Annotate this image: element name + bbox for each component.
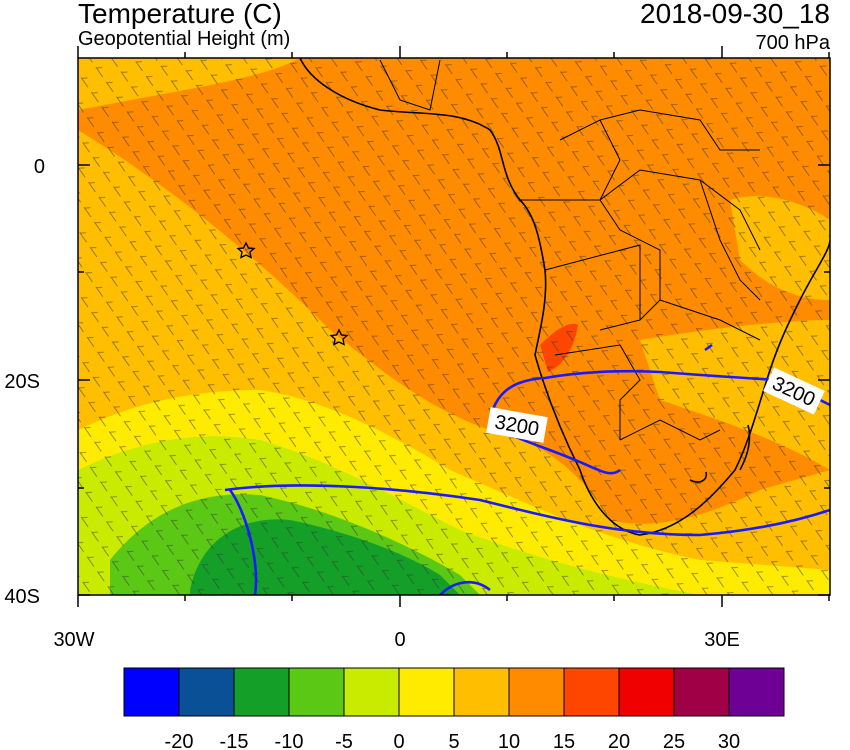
colorbar-label: 25 bbox=[663, 731, 685, 750]
colorbar-swatch bbox=[618, 667, 675, 717]
colorbar-label: 20 bbox=[608, 731, 630, 750]
map-subtitle: Geopotential Height (m) bbox=[78, 28, 291, 50]
map-frame bbox=[77, 57, 831, 596]
colorbar-label: -15 bbox=[220, 731, 249, 750]
axis-ticks bbox=[77, 46, 830, 607]
lon-label-30w: 30W bbox=[53, 629, 94, 651]
star-icon bbox=[329, 328, 349, 346]
lon-label-0: 0 bbox=[394, 629, 405, 651]
colorbar-swatch bbox=[398, 667, 455, 717]
colorbar-label: 30 bbox=[718, 731, 740, 750]
country-borders bbox=[379, 59, 761, 441]
map-datetime: 2018-09-30_18 bbox=[640, 0, 830, 29]
colorbar-swatch bbox=[288, 667, 345, 717]
colorbar-swatch bbox=[673, 667, 730, 717]
colorbar-label: -10 bbox=[275, 731, 304, 750]
lat-label-0: 0 bbox=[34, 156, 45, 178]
station-marker-2 bbox=[329, 328, 349, 346]
colorbar-swatch bbox=[563, 667, 620, 717]
colorbar-swatch bbox=[508, 667, 565, 717]
colorbar-swatch bbox=[728, 667, 785, 717]
temperature-field bbox=[78, 58, 830, 595]
colorbar-label: 10 bbox=[498, 731, 520, 750]
pressure-level: 700 hPa bbox=[755, 32, 830, 54]
lat-label-40s: 40S bbox=[4, 586, 40, 608]
colorbar-label: -20 bbox=[165, 731, 194, 750]
map-title: Temperature (C) bbox=[78, 0, 282, 29]
colorbar-label: 0 bbox=[393, 731, 404, 750]
lon-label-30e: 30E bbox=[704, 629, 740, 651]
station-marker-1 bbox=[236, 241, 256, 259]
colorbar-swatch bbox=[343, 667, 400, 717]
colorbar-label: 5 bbox=[448, 731, 459, 750]
colorbar bbox=[123, 667, 785, 717]
colorbar-label: -5 bbox=[335, 731, 353, 750]
star-icon bbox=[236, 241, 256, 259]
coastline bbox=[299, 58, 830, 536]
contour-label-a: 3200 bbox=[486, 407, 548, 443]
colorbar-labels: -20 -15 -10 -5 0 5 10 15 20 25 30 bbox=[165, 731, 741, 750]
lat-label-20s: 20S bbox=[4, 371, 40, 393]
colorbar-swatch bbox=[178, 667, 235, 717]
colorbar-swatch bbox=[453, 667, 510, 717]
colorbar-swatch bbox=[123, 667, 180, 717]
colorbar-swatch bbox=[233, 667, 290, 717]
colorbar-label: 15 bbox=[553, 731, 575, 750]
